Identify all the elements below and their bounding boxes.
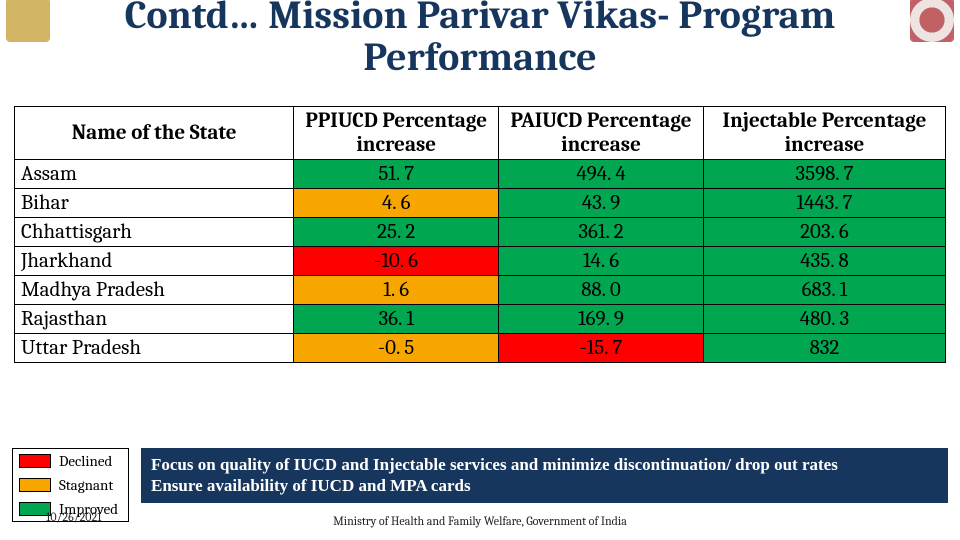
table-body: Assam51. 7494. 43598. 7Bihar4. 643. 9144… [15,160,946,363]
legend-swatch [19,454,51,468]
state-cell: Chhattisgarh [15,218,294,247]
legend-label: Stagnant [59,476,113,494]
value-cell: 51. 7 [294,160,499,189]
value-cell: 1443. 7 [703,189,945,218]
state-cell: Madhya Pradesh [15,276,294,305]
legend-row: Declined [13,449,128,473]
table-row: Assam51. 7494. 43598. 7 [15,160,946,189]
legend-swatch [19,478,51,492]
table-header: PAIUCD Percentage increase [499,107,704,160]
value-cell: 3598. 7 [703,160,945,189]
emblem-left-icon [6,0,50,42]
table-header: PPIUCD Percentage increase [294,107,499,160]
value-cell: 832 [703,334,945,363]
value-cell: -15. 7 [499,334,704,363]
value-cell: 88. 0 [499,276,704,305]
page-title: Contd… Mission Parivar Vikas- Program Pe… [0,0,960,78]
legend-label: Declined [59,452,112,470]
value-cell: 43. 9 [499,189,704,218]
note-line1: Focus on quality of IUCD and Injectable … [151,454,938,475]
table-header-row: Name of the StatePPIUCD Percentage incre… [15,107,946,160]
value-cell: 480. 3 [703,305,945,334]
title-line1: Contd… Mission Parivar Vikas- Program [125,0,836,38]
table-row: Uttar Pradesh-0. 5-15. 7832 [15,334,946,363]
value-cell: 435. 8 [703,247,945,276]
value-cell: 361. 2 [499,218,704,247]
footer-text: Ministry of Health and Family Welfare, G… [0,514,960,528]
value-cell: 203. 6 [703,218,945,247]
table-row: Madhya Pradesh1. 688. 0683. 1 [15,276,946,305]
table-row: Rajasthan36. 1169. 9480. 3 [15,305,946,334]
value-cell: 14. 6 [499,247,704,276]
table-row: Jharkhand-10. 614. 6435. 8 [15,247,946,276]
note-line2: Ensure availability of IUCD and MPA card… [151,475,938,496]
state-cell: Assam [15,160,294,189]
state-cell: Uttar Pradesh [15,334,294,363]
value-cell: 494. 4 [499,160,704,189]
table-row: Bihar4. 643. 91443. 7 [15,189,946,218]
data-table-wrap: Name of the StatePPIUCD Percentage incre… [14,106,946,363]
title-line2: Performance [363,34,596,80]
note-box: Focus on quality of IUCD and Injectable … [141,448,948,503]
legend-row: Stagnant [13,473,128,497]
value-cell: 36. 1 [294,305,499,334]
table-header: Injectable Percentage increase [703,107,945,160]
value-cell: 169. 9 [499,305,704,334]
table-row: Chhattisgarh25. 2361. 2203. 6 [15,218,946,247]
state-cell: Bihar [15,189,294,218]
value-cell: 4. 6 [294,189,499,218]
performance-table: Name of the StatePPIUCD Percentage incre… [14,106,946,363]
emblem-right-icon [910,0,954,42]
value-cell: 1. 6 [294,276,499,305]
state-cell: Jharkhand [15,247,294,276]
state-cell: Rajasthan [15,305,294,334]
value-cell: -0. 5 [294,334,499,363]
value-cell: 683. 1 [703,276,945,305]
table-header: Name of the State [15,107,294,160]
value-cell: 25. 2 [294,218,499,247]
value-cell: -10. 6 [294,247,499,276]
